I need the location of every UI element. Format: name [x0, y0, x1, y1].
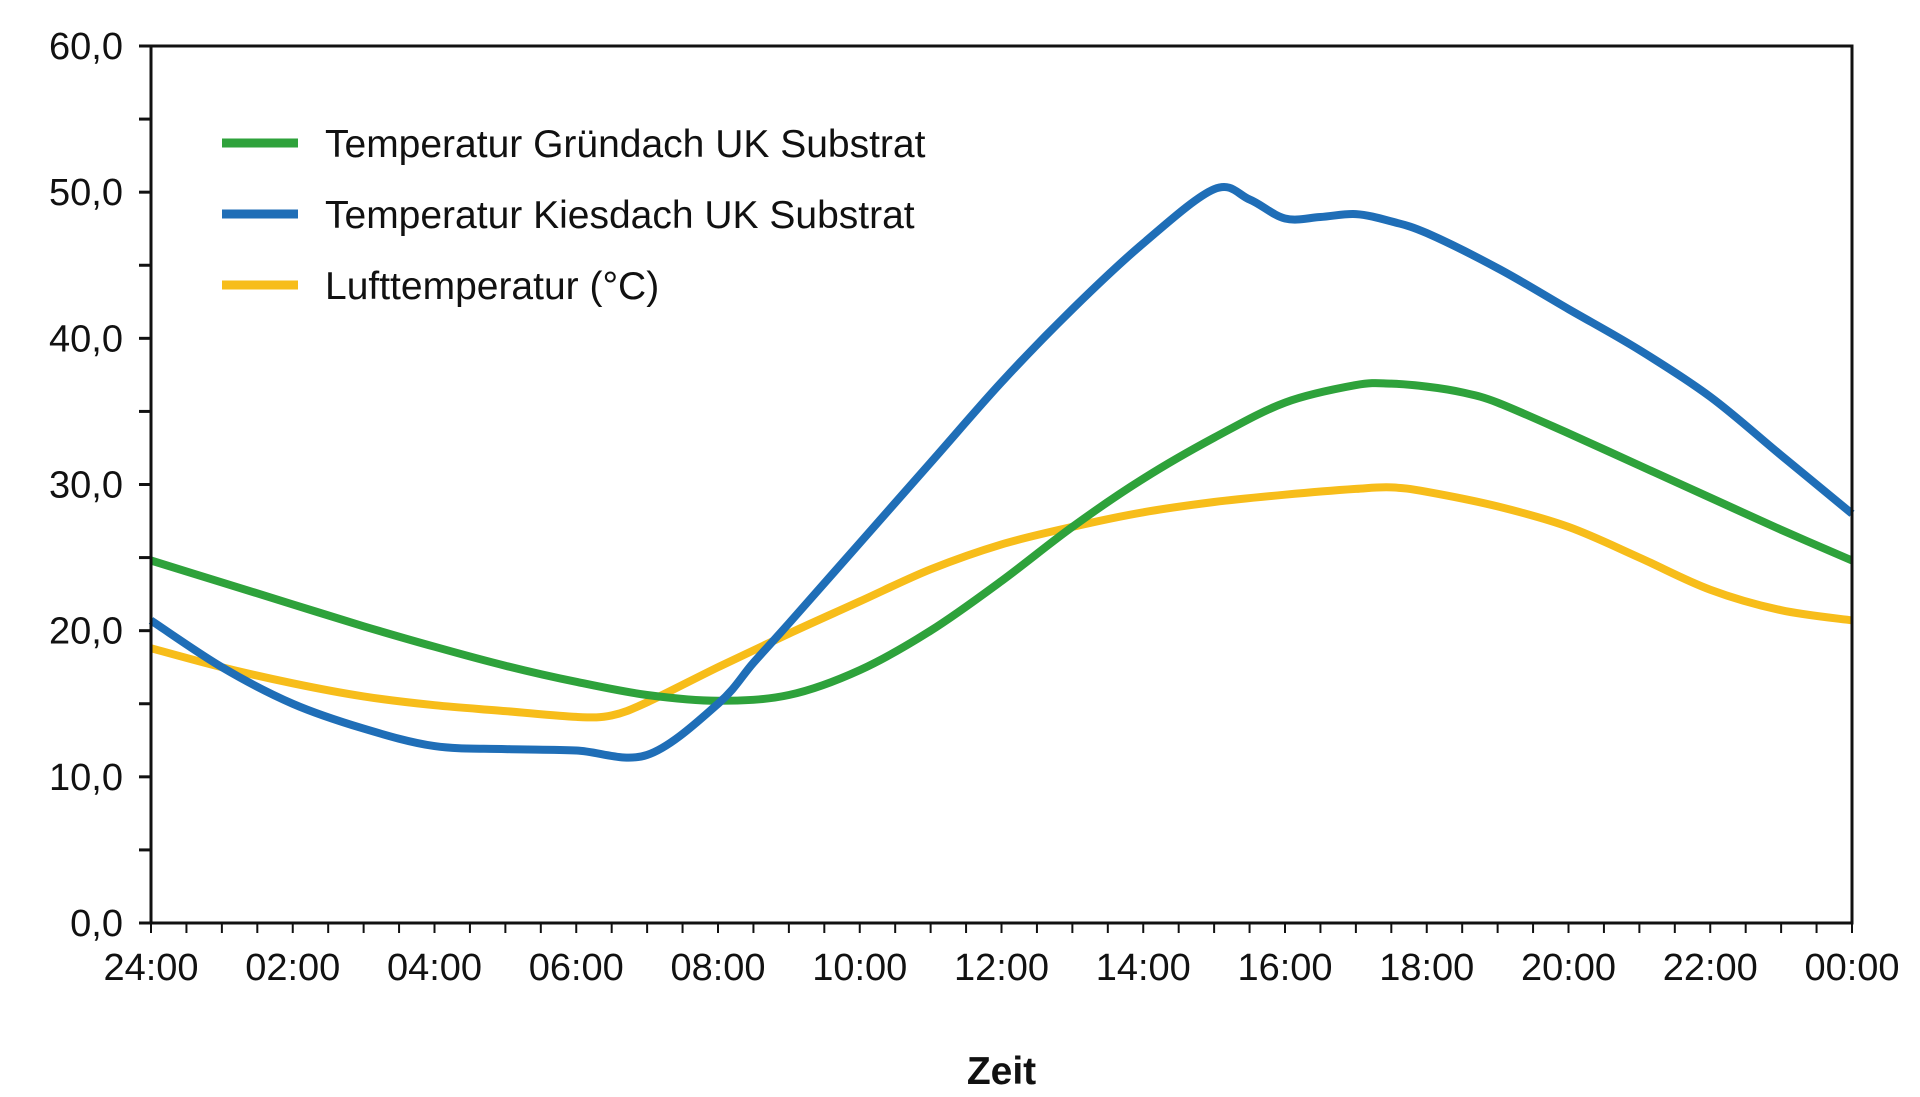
y-tick-label: 0,0: [70, 903, 123, 945]
x-tick-label: 22:00: [1663, 947, 1758, 989]
y-axis-ticks: 0,0 10,0 20,0 30,0 40,0 50,0 60,0: [49, 26, 151, 945]
series-layer: [148, 183, 1855, 762]
legend-label: Temperatur Gründach UK Substrat: [325, 123, 926, 166]
series-line-2: [149, 483, 1853, 722]
y-tick-label: 20,0: [49, 611, 123, 653]
x-tick-label: 00:00: [1804, 947, 1899, 989]
legend: Temperatur Gründach UK Substrat Temperatu…: [222, 123, 926, 308]
x-tick-label: 06:00: [529, 947, 624, 989]
x-tick-label: 20:00: [1521, 947, 1616, 989]
series-line-1: [148, 183, 1855, 762]
y-tick-label: 50,0: [49, 172, 123, 214]
x-tick-label: 14:00: [1096, 947, 1191, 989]
legend-label: Lufttemperatur (°C): [325, 265, 659, 308]
y-tick-label: 30,0: [49, 465, 123, 507]
plot-frame: [149, 44, 1854, 925]
y-tick-label: 60,0: [49, 26, 123, 68]
y-tick-label: 10,0: [49, 757, 123, 799]
x-axis-ticks: 24:00 02:00 04:00 06:00 08:00 10:00 12:00 14:00…: [103, 923, 1900, 989]
legend-label: Temperatur Kiesdach UK Substrat: [325, 194, 915, 237]
x-tick-label: 16:00: [1237, 947, 1332, 989]
x-tick-label: 04:00: [387, 947, 482, 989]
x-tick-label: 02:00: [245, 947, 340, 989]
x-tick-label: 24:00: [103, 947, 198, 989]
x-tick-label: 08:00: [670, 947, 765, 989]
x-tick-label: 18:00: [1379, 947, 1474, 989]
x-tick-label: 10:00: [812, 947, 907, 989]
x-axis-title: Zeit: [967, 1050, 1036, 1093]
series-line-0: [149, 379, 1854, 705]
x-tick-label: 12:00: [954, 947, 1049, 989]
y-tick-label: 40,0: [49, 318, 123, 360]
